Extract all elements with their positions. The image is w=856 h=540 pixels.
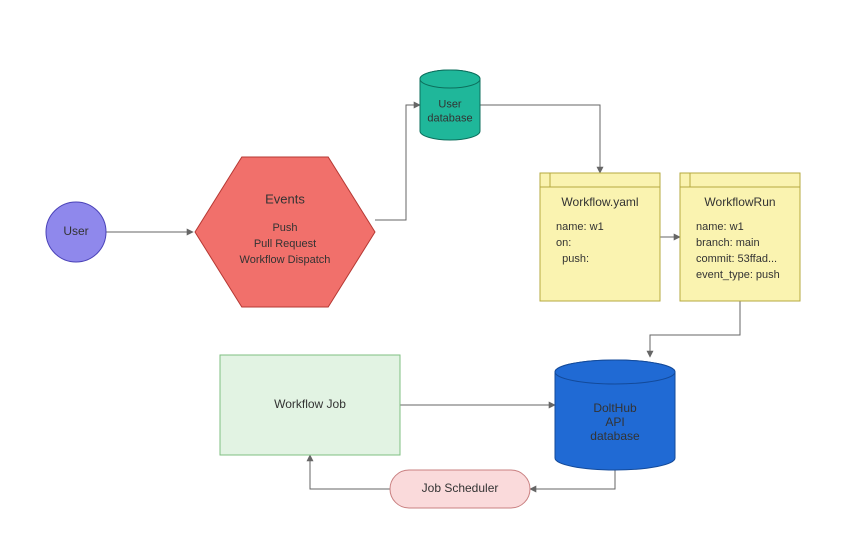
svg-text:event_type: push: event_type: push — [696, 269, 780, 281]
svg-text:push:: push: — [556, 253, 589, 265]
svg-text:User: User — [63, 224, 88, 238]
svg-text:Job Scheduler: Job Scheduler — [422, 481, 499, 495]
node-user: User — [46, 202, 106, 262]
nodes: User Events Push Pull Request Workflow Dispa… — [46, 70, 800, 508]
svg-text:Workflow.yaml: Workflow.yaml — [561, 195, 638, 209]
flowchart-canvas: User Events Push Pull Request Workflow Dispa… — [0, 0, 856, 540]
svg-text:Workflow Dispatch: Workflow Dispatch — [240, 254, 331, 266]
svg-text:Events: Events — [265, 191, 305, 206]
svg-text:Workflow Job: Workflow Job — [274, 397, 346, 411]
edge-run-dolthub — [650, 301, 740, 357]
node-workflow_job: Workflow Job — [220, 355, 400, 455]
node-workflow_yaml: Workflow.yaml name: w1 on: push: — [540, 173, 660, 301]
svg-text:API: API — [605, 415, 624, 429]
svg-text:database: database — [590, 429, 640, 443]
svg-text:WorkflowRun: WorkflowRun — [704, 195, 775, 209]
svg-text:Push: Push — [272, 222, 297, 234]
svg-text:DoltHub: DoltHub — [593, 401, 637, 415]
node-job_scheduler: Job Scheduler — [390, 470, 530, 508]
svg-text:on:: on: — [556, 237, 571, 249]
edge-events-userdb — [375, 105, 420, 220]
node-user_db: User database — [420, 70, 480, 140]
svg-text:database: database — [427, 112, 472, 124]
edge-sched-job — [310, 455, 390, 489]
node-events: Events Push Pull Request Workflow Dispatch — [195, 157, 375, 307]
svg-text:branch: main: branch: main — [696, 237, 760, 249]
svg-text:name: w1: name: w1 — [556, 221, 604, 233]
svg-text:User: User — [438, 98, 462, 110]
node-dolthub_db: DoltHubAPIdatabase — [555, 360, 675, 470]
edge-userdb-yaml — [480, 105, 600, 173]
edge-dolthub-sched — [530, 470, 615, 489]
svg-text:commit: 53ffad...: commit: 53ffad... — [696, 253, 777, 265]
svg-text:name: w1: name: w1 — [696, 221, 744, 233]
svg-text:Pull Request: Pull Request — [254, 238, 316, 250]
node-workflow_run: WorkflowRun name: w1 branch: main commit: 5… — [680, 173, 800, 301]
